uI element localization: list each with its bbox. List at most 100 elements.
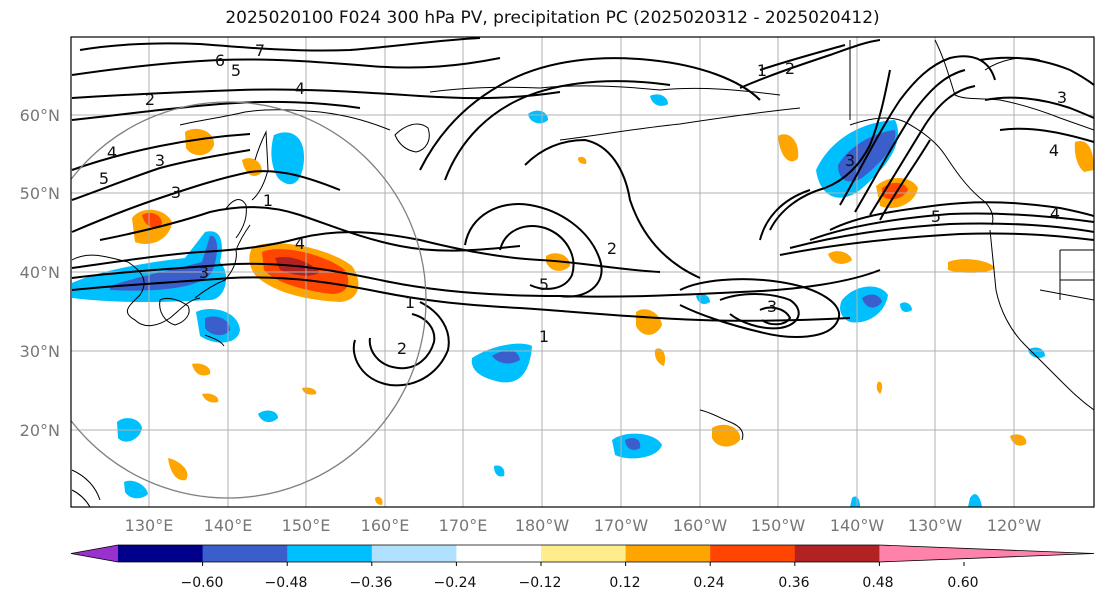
pv-contour-line (809, 212, 1094, 241)
lat-label: 40°N (20, 263, 60, 282)
colorbar-outline (70, 544, 1095, 563)
shade-region (882, 182, 908, 200)
contour-label: 3 (171, 183, 181, 202)
pv-contour-line (999, 127, 1094, 143)
contour-label: 4 (295, 79, 305, 98)
precip-negative-shading (72, 94, 1045, 507)
contour-label: 2 (145, 90, 155, 109)
shade-region (900, 302, 912, 312)
pv-contour-line (79, 37, 481, 52)
lat-label: 20°N (20, 421, 60, 440)
pv-contour-line (71, 231, 661, 273)
contour-label: 5 (539, 275, 549, 294)
contour-label: 3 (199, 263, 209, 282)
pv-contour-line (759, 189, 811, 241)
contour-label: 3 (767, 297, 777, 316)
lat-label: 50°N (20, 184, 60, 203)
colorbar-segment (794, 545, 880, 562)
colorbar (70, 544, 1095, 566)
pv-contour-line (444, 80, 671, 181)
colorbar-tick-label: 0.36 (778, 575, 809, 591)
colorbar-tick-label: −0.60 (181, 575, 224, 591)
pv-contour-line (499, 225, 575, 290)
pv-contour-line (769, 69, 891, 231)
pv-contour-line (839, 55, 996, 206)
pv-contours (71, 37, 1094, 387)
pv-contour-line (99, 206, 521, 252)
shade-region (192, 363, 211, 376)
contour-label: 1 (539, 327, 549, 346)
shade-region (168, 458, 188, 481)
lon-label: 170°E (439, 516, 488, 535)
shade-region (876, 381, 883, 394)
shade-region (968, 494, 982, 507)
colorbar-extend-low (71, 545, 118, 562)
pv-contour-line (368, 313, 436, 370)
shade-region (142, 212, 162, 228)
shade-region (578, 156, 587, 164)
lon-label: 150°W (751, 516, 806, 535)
lon-label: 140°W (830, 516, 885, 535)
pv-contour-line (71, 170, 341, 233)
radius-circle (71, 101, 427, 499)
pv-contour-line (829, 201, 1094, 231)
shade-region (650, 94, 668, 106)
pv-contour-line (759, 306, 792, 326)
contour-label: 6 (215, 51, 225, 70)
pv-contour-line (71, 133, 251, 171)
pv-contour-line (71, 88, 561, 100)
contour-label: 1 (757, 61, 767, 80)
shade-region (124, 480, 148, 499)
colorbar-segment (287, 545, 373, 562)
shade-region (471, 343, 532, 383)
colorbar-segment (456, 545, 542, 562)
pv-contour-line (679, 278, 841, 338)
lon-label: 150°E (282, 516, 331, 535)
shade-region (828, 251, 852, 264)
colorbar-extend-high (879, 545, 1094, 562)
contour-label: 1 (263, 191, 273, 210)
colorbar-tick-label: −0.12 (519, 575, 562, 591)
shade-region (202, 393, 219, 403)
lat-label: 30°N (20, 342, 60, 361)
contour-label: 3 (845, 151, 855, 170)
shade-region (205, 316, 230, 336)
lon-label: 130°W (908, 516, 963, 535)
contour-label: 4 (107, 143, 117, 162)
pv-contour-line (71, 262, 881, 298)
colorbar-ticks: −0.60 −0.48 −0.36 −0.24 −0.12 0.12 0.24 … (181, 575, 979, 591)
lon-label: 160°W (673, 516, 728, 535)
pv-contour-line (71, 149, 251, 201)
shade-region (1028, 347, 1045, 358)
pv-contour-line (869, 85, 976, 216)
pv-contour-line (979, 56, 1094, 86)
pv-contour-line (789, 222, 1094, 249)
contour-label: 4 (295, 234, 305, 253)
map-frame (70, 36, 1095, 508)
colorbar-segment (710, 545, 796, 562)
pv-contour-line (879, 139, 931, 221)
lon-label: 180°W (515, 516, 570, 535)
contour-label: 5 (99, 169, 109, 188)
shade-region (636, 309, 662, 335)
lon-label: 170°W (594, 516, 649, 535)
latitude-labels: 60°N 50°N 40°N 30°N 20°N (20, 106, 60, 440)
contour-label: 5 (931, 207, 941, 226)
pv-contour-line (759, 44, 846, 71)
contour-label: 2 (785, 59, 795, 78)
contour-label: 1 (405, 293, 415, 312)
colorbar-segment (371, 545, 457, 562)
shade-region (948, 259, 995, 273)
graticule (71, 37, 1094, 507)
pv-contour-line (779, 232, 1094, 256)
contour-label: 5 (231, 61, 241, 80)
lon-label: 140°E (204, 516, 253, 535)
pv-contour-line (464, 203, 603, 298)
colorbar-tick-label: −0.48 (265, 575, 308, 591)
lon-label: 120°W (987, 516, 1042, 535)
shade-region (654, 348, 666, 366)
colorbar-tick-label: 0.24 (693, 575, 724, 591)
lon-label: 160°E (361, 516, 410, 535)
shade-region (494, 465, 505, 477)
